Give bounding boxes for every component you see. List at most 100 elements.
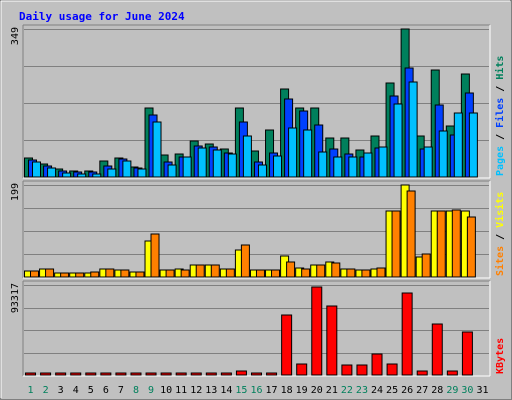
bar-pages-day-24 [378,146,388,178]
legend-entry: Pages [495,146,506,176]
bar-sites-day-3 [60,272,70,278]
bar-pages-day-27 [423,146,433,178]
bar-pages-day-1 [32,161,41,178]
panel-top-max-label: 349 [10,27,21,45]
x-tick-day-17: 17 [266,385,278,396]
x-tick-day-14: 14 [220,385,232,396]
x-tick-day-25: 25 [386,385,398,396]
panel-middle-legend: Sites / Visits [494,192,506,276]
bar-sites-day-18 [286,261,296,278]
bar-kbytes-day-10 [160,372,172,376]
bar-kbytes-day-22 [341,364,353,376]
x-tick-day-23: 23 [356,385,368,396]
bar-kbytes-day-3 [55,372,67,376]
x-tick-day-19: 19 [296,385,308,396]
panel-bottom-plot-area [23,281,490,376]
legend-entry: Hits [494,56,506,80]
bar-sites-day-14 [225,268,235,278]
x-tick-day-27: 27 [416,385,428,396]
x-tick-day-16: 16 [250,385,262,396]
x-tick-day-20: 20 [311,385,323,396]
bar-sites-day-25 [391,210,401,278]
bar-kbytes-day-8 [130,372,142,376]
x-tick-day-18: 18 [281,385,293,396]
bar-sites-day-15 [240,244,250,278]
x-tick-day-12: 12 [190,385,202,396]
legend-entry: Files [494,98,506,128]
x-tick-day-8: 8 [133,385,139,396]
bar-sites-day-26 [406,190,416,278]
bar-sites-day-8 [135,271,145,278]
bar-kbytes-day-5 [85,372,97,376]
bar-pages-day-22 [348,156,358,178]
x-tick-day-22: 22 [341,385,353,396]
bar-pages-day-5 [92,173,102,178]
x-tick-day-28: 28 [431,385,443,396]
chart-title: Daily usage for June 2024 [19,10,185,23]
bar-kbytes-day-7 [115,372,127,376]
bar-pages-day-16 [257,164,267,178]
bar-pages-day-26 [408,81,418,178]
bar-sites-day-13 [210,264,220,278]
x-tick-day-26: 26 [401,385,413,396]
bar-sites-day-6 [105,268,115,278]
x-tick-day-21: 21 [326,385,338,396]
x-tick-day-7: 7 [118,385,124,396]
bar-sites-day-2 [45,268,55,278]
bar-sites-day-19 [301,268,311,278]
bar-pages-day-4 [77,173,87,178]
bar-sites-day-12 [195,264,205,278]
x-tick-day-11: 11 [175,385,187,396]
bar-kbytes-day-28 [431,323,443,376]
bar-pages-day-29 [453,112,463,178]
bar-kbytes-day-21 [326,305,338,376]
bar-sites-day-20 [316,264,326,278]
x-tick-day-9: 9 [148,385,154,396]
bar-kbytes-day-14 [220,372,232,376]
bar-pages-day-15 [242,135,252,178]
bar-kbytes-day-18 [281,314,293,376]
bar-sites-day-22 [346,268,356,278]
x-tick-day-2: 2 [43,385,49,396]
panel-bottom-legend: KBytes [495,338,506,374]
bar-pages-day-6 [107,168,117,178]
legend-entry: Sites [494,246,506,276]
x-tick-day-24: 24 [371,385,383,396]
legend-entry: / [495,80,506,98]
bar-sites-day-9 [150,233,160,278]
bar-kbytes-day-11 [175,372,187,376]
x-tick-day-15: 15 [235,385,247,396]
bar-kbytes-day-26 [401,292,413,376]
bar-sites-day-4 [75,272,85,278]
bar-kbytes-day-29 [446,370,458,376]
panel-top-legend: Pages / Files / Hits [494,56,506,176]
bar-pages-day-9 [152,121,162,178]
bar-sites-day-1 [30,270,39,278]
chart-panels: 349 Pages / Files / Hits 19 9 Sites / Visits… [10,24,506,396]
bar-sites-day-27 [421,253,431,278]
x-tick-day-1: 1 [28,385,34,396]
bar-pages-day-20 [318,151,328,178]
x-tick-day-13: 13 [205,385,217,396]
bar-kbytes-day-9 [145,372,157,376]
bar-pages-day-17 [273,155,283,178]
bar-sites-day-10 [165,269,175,278]
bar-pages-day-10 [167,164,177,178]
bar-pages-day-30 [468,112,478,178]
bar-kbytes-day-6 [100,372,112,376]
bar-sites-day-11 [180,269,190,278]
bar-sites-day-30 [466,216,476,278]
bar-pages-day-11 [182,156,192,178]
bar-kbytes-day-15 [235,370,247,376]
bar-sites-day-24 [376,267,386,278]
bar-pages-day-12 [197,147,207,178]
x-tick-day-4: 4 [73,385,79,396]
legend-entry: Visits [494,192,506,228]
bar-pages-day-8 [137,168,147,178]
x-tick-day-29: 29 [446,385,458,396]
bar-kbytes-day-20 [311,286,323,376]
bar-kbytes-day-24 [371,353,383,376]
bar-pages-day-13 [212,149,222,178]
bar-sites-day-29 [451,209,461,278]
